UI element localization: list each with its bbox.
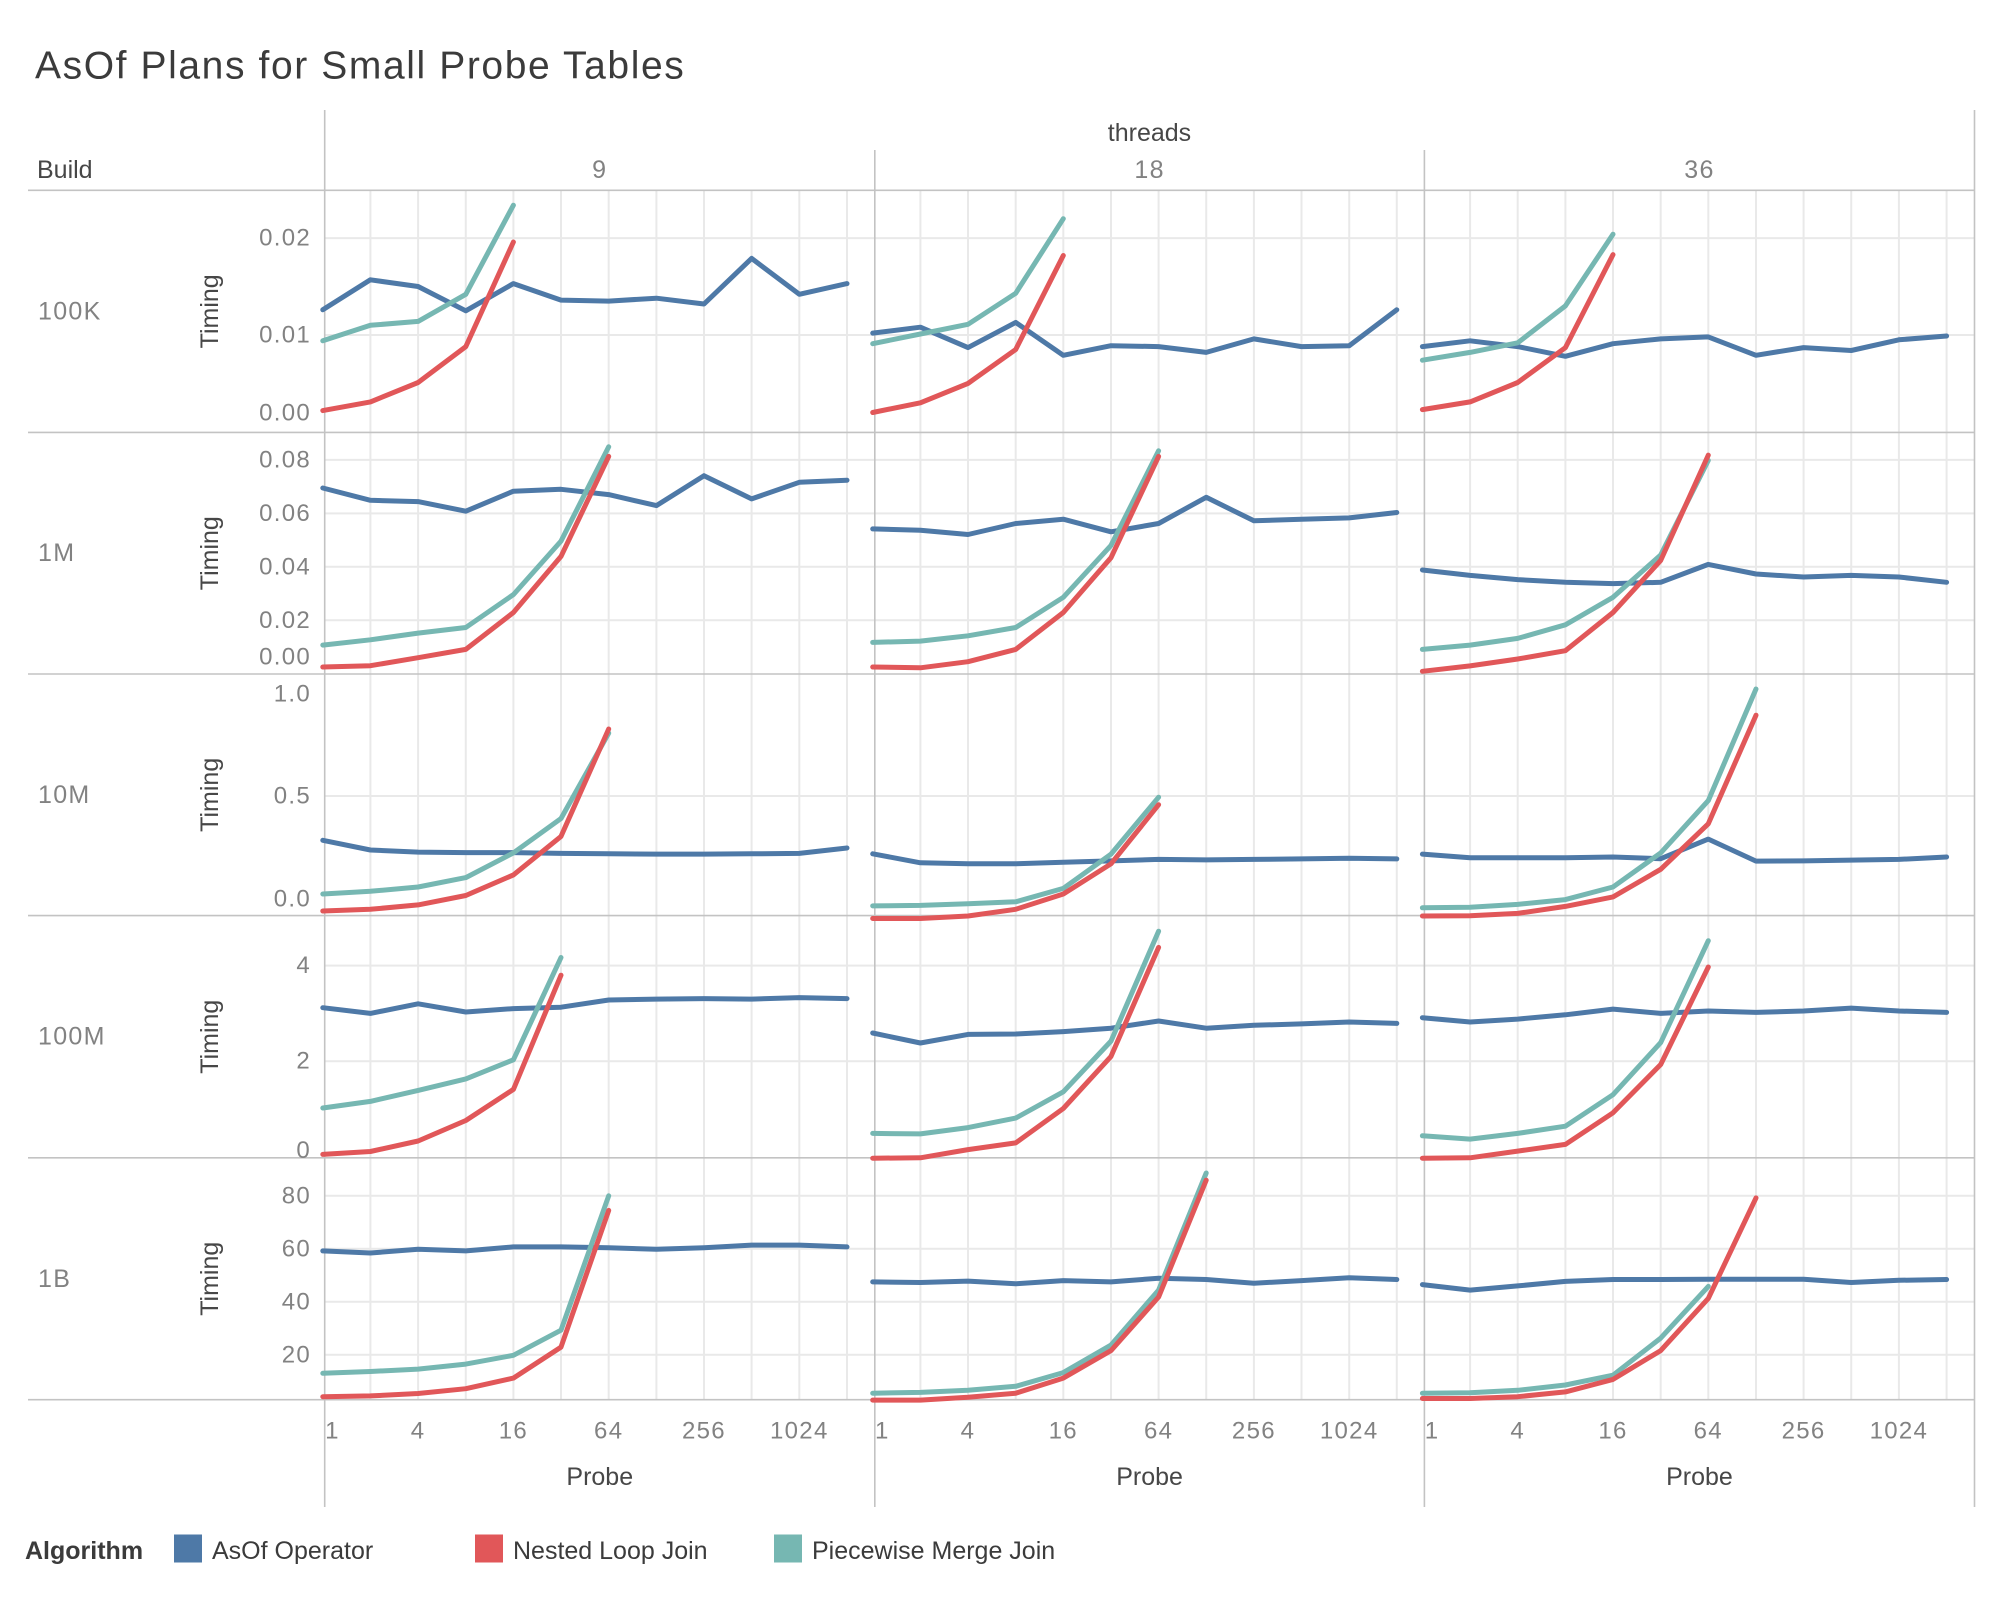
- svg-text:Build: Build: [37, 156, 93, 184]
- svg-text:0.04: 0.04: [259, 553, 311, 580]
- svg-text:1: 1: [1425, 1418, 1438, 1445]
- svg-text:18: 18: [1134, 156, 1164, 184]
- svg-text:16: 16: [1049, 1418, 1078, 1445]
- svg-text:60: 60: [282, 1235, 311, 1262]
- svg-text:Timing: Timing: [196, 516, 224, 590]
- svg-text:Probe: Probe: [1666, 1463, 1733, 1491]
- svg-text:64: 64: [1144, 1418, 1173, 1445]
- svg-text:0.02: 0.02: [259, 607, 311, 634]
- svg-text:4: 4: [296, 952, 311, 979]
- svg-text:Timing: Timing: [196, 1000, 224, 1074]
- svg-text:256: 256: [1232, 1418, 1276, 1445]
- svg-text:100M: 100M: [38, 1023, 106, 1051]
- svg-text:1024: 1024: [1320, 1418, 1379, 1445]
- svg-text:40: 40: [282, 1288, 311, 1315]
- svg-text:Probe: Probe: [1116, 1463, 1183, 1491]
- svg-text:0.06: 0.06: [259, 500, 311, 527]
- svg-text:0.5: 0.5: [274, 783, 311, 810]
- svg-text:256: 256: [1782, 1418, 1826, 1445]
- svg-text:1: 1: [325, 1418, 338, 1445]
- svg-text:1B: 1B: [38, 1265, 71, 1293]
- svg-text:0.01: 0.01: [259, 322, 311, 349]
- svg-text:AsOf Operator: AsOf Operator: [212, 1537, 373, 1565]
- svg-text:0: 0: [296, 1137, 311, 1164]
- svg-text:64: 64: [594, 1418, 623, 1445]
- svg-text:1M: 1M: [38, 539, 75, 567]
- svg-text:0.00: 0.00: [259, 644, 311, 671]
- svg-text:10M: 10M: [38, 781, 91, 809]
- svg-text:1.0: 1.0: [274, 681, 311, 708]
- svg-text:100K: 100K: [38, 297, 102, 325]
- svg-text:16: 16: [1598, 1418, 1627, 1445]
- svg-text:4: 4: [1510, 1418, 1525, 1445]
- svg-text:20: 20: [282, 1341, 311, 1368]
- svg-text:4: 4: [961, 1418, 976, 1445]
- svg-text:4: 4: [411, 1418, 426, 1445]
- svg-text:Timing: Timing: [196, 274, 224, 348]
- svg-text:2: 2: [296, 1048, 311, 1075]
- svg-text:Timing: Timing: [196, 758, 224, 832]
- svg-text:0.00: 0.00: [259, 400, 311, 427]
- svg-text:AsOf Plans for Small Probe Tab: AsOf Plans for Small Probe Tables: [35, 45, 685, 88]
- svg-text:1024: 1024: [770, 1418, 829, 1445]
- svg-text:Probe: Probe: [566, 1463, 633, 1491]
- svg-text:1024: 1024: [1870, 1418, 1929, 1445]
- svg-text:16: 16: [499, 1418, 528, 1445]
- svg-text:36: 36: [1684, 156, 1714, 184]
- svg-text:Nested Loop Join: Nested Loop Join: [513, 1537, 708, 1565]
- svg-text:256: 256: [682, 1418, 726, 1445]
- svg-text:Timing: Timing: [196, 1242, 224, 1316]
- svg-text:Piecewise Merge Join: Piecewise Merge Join: [812, 1537, 1055, 1565]
- svg-text:9: 9: [592, 156, 607, 184]
- svg-text:1: 1: [875, 1418, 888, 1445]
- svg-text:threads: threads: [1108, 119, 1191, 147]
- svg-text:0.0: 0.0: [274, 886, 311, 913]
- svg-text:0.02: 0.02: [259, 225, 311, 252]
- svg-text:80: 80: [282, 1182, 311, 1209]
- svg-text:64: 64: [1694, 1418, 1723, 1445]
- svg-text:Algorithm: Algorithm: [25, 1537, 143, 1565]
- svg-text:0.08: 0.08: [259, 446, 311, 473]
